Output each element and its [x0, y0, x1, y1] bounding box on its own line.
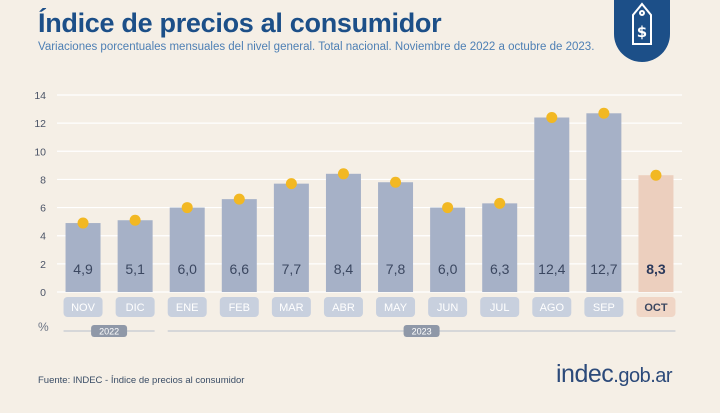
- y-tick-label: 0: [40, 287, 46, 299]
- category-label: MAY: [384, 302, 408, 314]
- bars: [65, 113, 674, 293]
- category-pill: [428, 297, 468, 317]
- brand-tld: .gob.ar: [613, 365, 673, 387]
- value-markers: [77, 107, 662, 229]
- value-marker: [598, 107, 610, 119]
- year-groups: 2022 2023: [63, 325, 676, 337]
- y-tick-label: 2: [40, 259, 46, 271]
- y-tick-label: 10: [34, 146, 46, 158]
- price-tag-dollar-icon: $: [614, 0, 670, 62]
- value-label: 8,3: [646, 261, 666, 277]
- category-pill: [376, 297, 416, 317]
- bar-oct: [638, 175, 674, 292]
- year-pill: [403, 325, 440, 337]
- year-label: 2022: [99, 327, 119, 337]
- bar-nov: [65, 223, 101, 292]
- bar-sep: [586, 113, 622, 293]
- badge-dollar-symbol: $: [637, 23, 647, 41]
- y-tick-label: 12: [34, 118, 46, 130]
- value-label: 7,7: [282, 261, 302, 277]
- value-marker: [181, 202, 193, 214]
- value-label: 7,8: [386, 261, 406, 277]
- value-marker: [77, 217, 89, 229]
- category-label: SEP: [593, 302, 615, 314]
- year-pill: [91, 325, 128, 337]
- y-tick-label: 6: [40, 203, 46, 215]
- indec-logo: indec.gob.ar: [556, 360, 673, 389]
- value-label: 6,0: [438, 261, 458, 277]
- bar-dic: [117, 220, 153, 292]
- category-label: DIC: [126, 302, 145, 314]
- bar-mar: [273, 183, 309, 292]
- category-pill: [323, 297, 363, 317]
- value-label: 6,0: [177, 261, 197, 277]
- category-pill: [480, 297, 520, 317]
- value-marker: [337, 168, 349, 180]
- value-label: 8,4: [334, 261, 354, 277]
- page-title: Índice de precios al consumidor: [38, 8, 442, 38]
- value-label: 12,7: [590, 261, 617, 277]
- page-subtitle: Variaciones porcentuales mensuales del n…: [38, 41, 595, 53]
- grid-lines: [57, 94, 682, 293]
- category-pill: [115, 297, 155, 317]
- category-pill: [636, 297, 676, 317]
- bar-abr: [325, 173, 361, 292]
- value-label: 5,1: [125, 261, 145, 277]
- category-pills: NOV DIC ENE FEB MAR ABR MAY JUN JUL AGO SEP OCT: [63, 297, 676, 317]
- value-marker: [390, 176, 402, 188]
- category-label: AGO: [540, 302, 565, 314]
- value-label: 4,9: [73, 261, 93, 277]
- bar-ago: [534, 117, 570, 292]
- value-marker: [129, 214, 141, 226]
- category-pill: [63, 297, 103, 317]
- value-label: 6,6: [230, 261, 250, 277]
- value-marker: [233, 193, 245, 205]
- y-tick-label: 14: [34, 90, 46, 102]
- bar-jun: [430, 207, 466, 292]
- value-label: 6,3: [490, 261, 510, 277]
- value-marker: [650, 169, 662, 181]
- category-label: MAR: [279, 302, 304, 314]
- bar-jul: [482, 203, 518, 292]
- category-pill: [584, 297, 624, 317]
- category-pill: [271, 297, 311, 317]
- value-marker: [546, 112, 558, 124]
- bar-feb: [221, 199, 257, 292]
- category-label: JUN: [437, 302, 458, 314]
- category-label: ENE: [176, 302, 199, 314]
- bar-may: [378, 182, 414, 292]
- category-label: JUL: [490, 302, 510, 314]
- category-pill: [219, 297, 259, 317]
- category-pill: [532, 297, 572, 317]
- y-axis-ticks: 0 2 4 6 8 10 12 14: [34, 90, 46, 299]
- bar-ene: [169, 207, 205, 292]
- value-marker: [494, 197, 506, 209]
- y-axis-unit: %: [38, 320, 49, 334]
- year-label: 2023: [412, 327, 432, 337]
- source-note: Fuente: INDEC - Índice de precios al con…: [38, 375, 245, 386]
- value-marker: [285, 178, 297, 190]
- category-label: NOV: [71, 302, 96, 314]
- category-label: FEB: [229, 302, 250, 314]
- y-tick-label: 8: [40, 174, 46, 186]
- category-label: OCT: [644, 302, 668, 314]
- value-label: 12,4: [538, 261, 565, 277]
- brand-main: indec: [556, 360, 614, 388]
- category-label: ABR: [332, 302, 355, 314]
- value-labels: 4,9 5,1 6,0 6,6 7,7 8,4 7,8 6,0 6,3 12,4 12,7 8,3: [73, 261, 666, 277]
- value-marker: [442, 202, 454, 214]
- category-pill: [167, 297, 207, 317]
- y-tick-label: 4: [40, 231, 46, 243]
